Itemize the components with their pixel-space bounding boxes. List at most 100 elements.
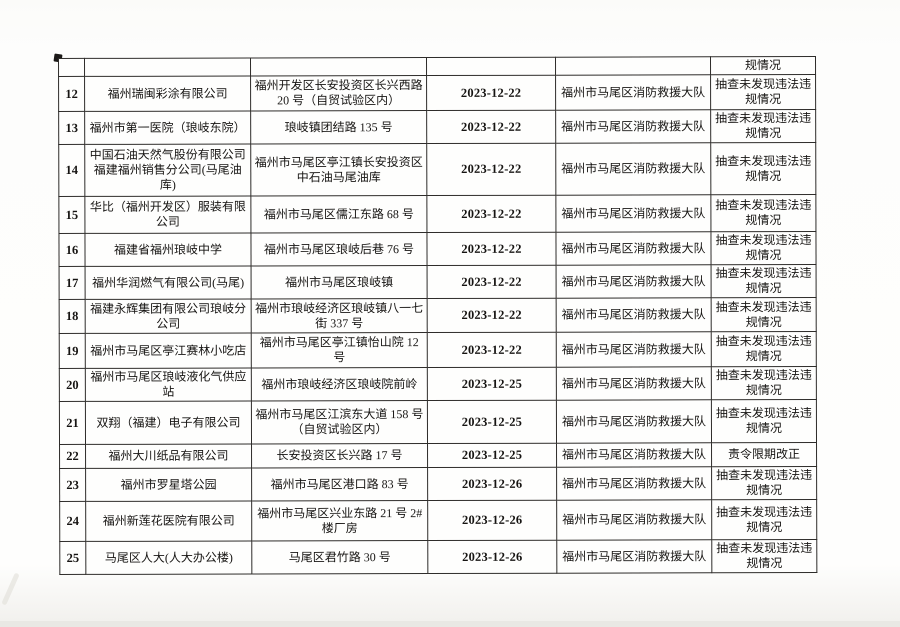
cell-address: 福州市马尾区亭江镇长安投资区中石油马尾油库 <box>250 143 427 196</box>
cell-agency: 福州市马尾区消防救援大队 <box>555 142 711 196</box>
cell-agency: 福州市马尾区消防救援大队 <box>556 297 712 333</box>
cell-no: 17 <box>59 266 86 300</box>
cell-result: 抽查未发现违法违规情况 <box>711 366 817 400</box>
cell-agency: 福州市马尾区消防救援大队 <box>556 366 712 401</box>
table-row: 12 福州瑞闽彩涂有限公司 福州开发区长安投资区长兴西路 20 号（自贸试验区内） 2… <box>58 74 816 112</box>
cell-name: 福州市罗星塔公园 <box>85 467 252 502</box>
cell-result: 抽查未发现违法违规情况 <box>711 297 817 332</box>
cell-no: 23 <box>59 468 86 502</box>
cell-address: 福州市马尾区亭江镇怡山院 12 号 <box>251 332 428 368</box>
cell-address: 福州市马尾区江滨东大道 158 号（自贸试验区内） <box>251 400 428 444</box>
table-row: 13 福州市第一医院（琅岐东院） 琅岐镇团结路 135 号 2023-12-22 福州市… <box>58 109 816 145</box>
inspection-results-table: 规情况 12 福州瑞闽彩涂有限公司 福州开发区长安投资区长兴西路 20 号（自贸试验区… <box>58 56 818 575</box>
cell-address: 琅岐镇团结路 135 号 <box>250 110 427 144</box>
cell-result: 抽查未发现违法违规情况 <box>711 539 817 573</box>
cell-agency: 福州市马尾区消防救援大队 <box>556 499 712 541</box>
cell-no: 12 <box>58 76 85 112</box>
cell-agency: 福州市马尾区消防救援大队 <box>555 109 711 144</box>
table-row: 21 双翔（福建）电子有限公司 福州市马尾区江滨东大道 158 号（自贸试验区内） 2… <box>59 399 817 445</box>
cell-address <box>250 57 427 76</box>
cell-name: 中国石油天然气股份有限公司福建福州销售分公司(马尾油库) <box>84 143 251 197</box>
cell-no: 19 <box>59 333 86 369</box>
cell-result: 抽查未发现违法违规情况 <box>710 142 816 195</box>
cell-address: 福州市马尾区琅岐后巷 76 号 <box>250 232 428 266</box>
cell-name: 福州瑞闽彩涂有限公司 <box>84 75 251 112</box>
cell-address: 福州开发区长安投资区长兴西路 20 号（自贸试验区内） <box>250 75 427 111</box>
table-row: 25 马尾区人大(人大办公楼) 马尾区君竹路 30 号 2023-12-26 福州市马尾… <box>59 539 817 575</box>
cell-no: 25 <box>59 541 86 575</box>
cell-address: 长安投资区长兴路 17 号 <box>251 443 428 468</box>
cell-no: 21 <box>59 401 86 445</box>
cell-agency: 福州市马尾区消防救援大队 <box>556 331 712 368</box>
cell-no: 16 <box>58 233 86 267</box>
cell-address: 马尾区君竹路 30 号 <box>251 540 428 574</box>
cell-agency: 福州市马尾区消防救援大队 <box>556 466 712 501</box>
cell-name: 福州市第一医院（琅岐东院） <box>84 110 251 145</box>
cell-no: 20 <box>59 368 86 402</box>
cell-no: 13 <box>58 111 85 145</box>
cell-result: 抽查未发现违法违规情况 <box>711 331 817 367</box>
inspection-table-body: 规情况 12 福州瑞闽彩涂有限公司 福州开发区长安投资区长兴西路 20 号（自贸试验区… <box>58 56 817 575</box>
cell-address: 福州市马尾区兴业东路 21 号 2#楼厂房 <box>251 500 428 541</box>
cell-address: 福州市琅岐经济区琅岐院前岭 <box>251 367 428 401</box>
cell-name: 福建永辉集团有限公司琅岐分公司 <box>85 298 252 334</box>
cell-result: 抽查未发现违法违规情况 <box>711 499 817 540</box>
cell-date: 2023-12-25 <box>427 367 557 401</box>
cell-agency <box>555 56 711 76</box>
cell-no: 18 <box>59 299 86 334</box>
cell-date: 2023-12-22 <box>426 143 556 196</box>
carryover-row: 规情况 <box>58 56 816 77</box>
table-row: 23 福州市罗星塔公园 福州市马尾区港口路 83 号 2023-12-26 福州市马尾区… <box>59 466 817 502</box>
cell-name: 福州大川纸品有限公司 <box>85 443 252 469</box>
cell-no: 24 <box>59 501 86 542</box>
cell-agency: 福州市马尾区消防救援大队 <box>555 231 712 266</box>
cell-name: 福州市马尾区亭江赛林小吃店 <box>85 332 252 369</box>
scan-edge-shadow <box>0 621 900 627</box>
cell-result: 抽查未发现违法违规情况 <box>711 466 817 500</box>
cell-no: 15 <box>58 196 85 234</box>
table-row: 24 福州新莲花医院有限公司 福州市马尾区兴业东路 21 号 2#楼厂房 2023-1… <box>59 499 817 542</box>
cell-date: 2023-12-25 <box>427 443 557 468</box>
cell-agency: 福州市马尾区消防救援大队 <box>556 442 712 468</box>
cell-result: 责令限期改正 <box>711 442 817 467</box>
cell-date: 2023-12-25 <box>427 400 557 444</box>
cell-date: 2023-12-26 <box>427 540 557 574</box>
cell-agency: 福州市马尾区消防救援大队 <box>555 194 711 233</box>
cell-name: 福州新莲花医院有限公司 <box>85 500 252 542</box>
cell-date: 2023-12-22 <box>427 332 557 368</box>
cell-name: 福州华润燃气有限公司(马尾) <box>85 265 252 300</box>
table-row: 14 中国石油天然气股份有限公司福建福州销售分公司(马尾油库) 福州市马尾区亭江镇长… <box>58 142 816 197</box>
cell-address: 福州市马尾区琅岐镇 <box>251 265 428 299</box>
cell-result: 抽查未发现违法违规情况 <box>710 194 816 232</box>
table-row: 20 福州市马尾区琅岐液化气供应站 福州市琅岐经济区琅岐院前岭 2023-12-25 福… <box>59 366 817 402</box>
cell-date <box>426 57 556 76</box>
cell-date: 2023-12-26 <box>427 500 557 541</box>
cell-address: 福州市琅岐经济区琅岐镇八一七街 337 号 <box>251 298 428 333</box>
cell-no: 14 <box>58 144 85 197</box>
cell-date: 2023-12-22 <box>427 265 557 299</box>
table-row: 19 福州市马尾区亭江赛林小吃店 福州市马尾区亭江镇怡山院 12 号 2023-12-… <box>59 331 817 369</box>
cell-no <box>58 58 85 77</box>
cell-agency: 福州市马尾区消防救援大队 <box>556 264 712 299</box>
cell-result: 规情况 <box>710 56 816 75</box>
cell-agency: 福州市马尾区消防救援大队 <box>555 74 711 111</box>
cell-result: 抽查未发现违法违规情况 <box>710 74 816 110</box>
cell-result: 抽查未发现违法违规情况 <box>710 231 817 265</box>
cell-date: 2023-12-22 <box>427 298 557 333</box>
table-row: 17 福州华润燃气有限公司(马尾) 福州市马尾区琅岐镇 2023-12-22 福州市马尾… <box>59 264 817 300</box>
cell-no: 22 <box>59 444 86 469</box>
cell-date: 2023-12-26 <box>427 467 557 501</box>
cell-date: 2023-12-22 <box>426 75 556 111</box>
cell-address: 福州市马尾区港口路 83 号 <box>251 467 428 501</box>
cell-address: 福州市马尾区儒江东路 68 号 <box>250 195 427 233</box>
cell-agency: 福州市马尾区消防救援大队 <box>556 539 712 574</box>
cell-name: 华比（福州开发区）服装有限公司 <box>84 195 251 234</box>
cell-result: 抽查未发现违法违规情况 <box>711 399 817 443</box>
table-row: 18 福建永辉集团有限公司琅岐分公司 福州市琅岐经济区琅岐镇八一七街 337 号 20… <box>59 297 817 334</box>
scan-smudge <box>1 572 20 606</box>
cell-agency: 福州市马尾区消防救援大队 <box>556 399 712 444</box>
table-row: 22 福州大川纸品有限公司 长安投资区长兴路 17 号 2023-12-25 福州市马尾… <box>59 442 817 469</box>
cell-date: 2023-12-22 <box>426 195 556 233</box>
